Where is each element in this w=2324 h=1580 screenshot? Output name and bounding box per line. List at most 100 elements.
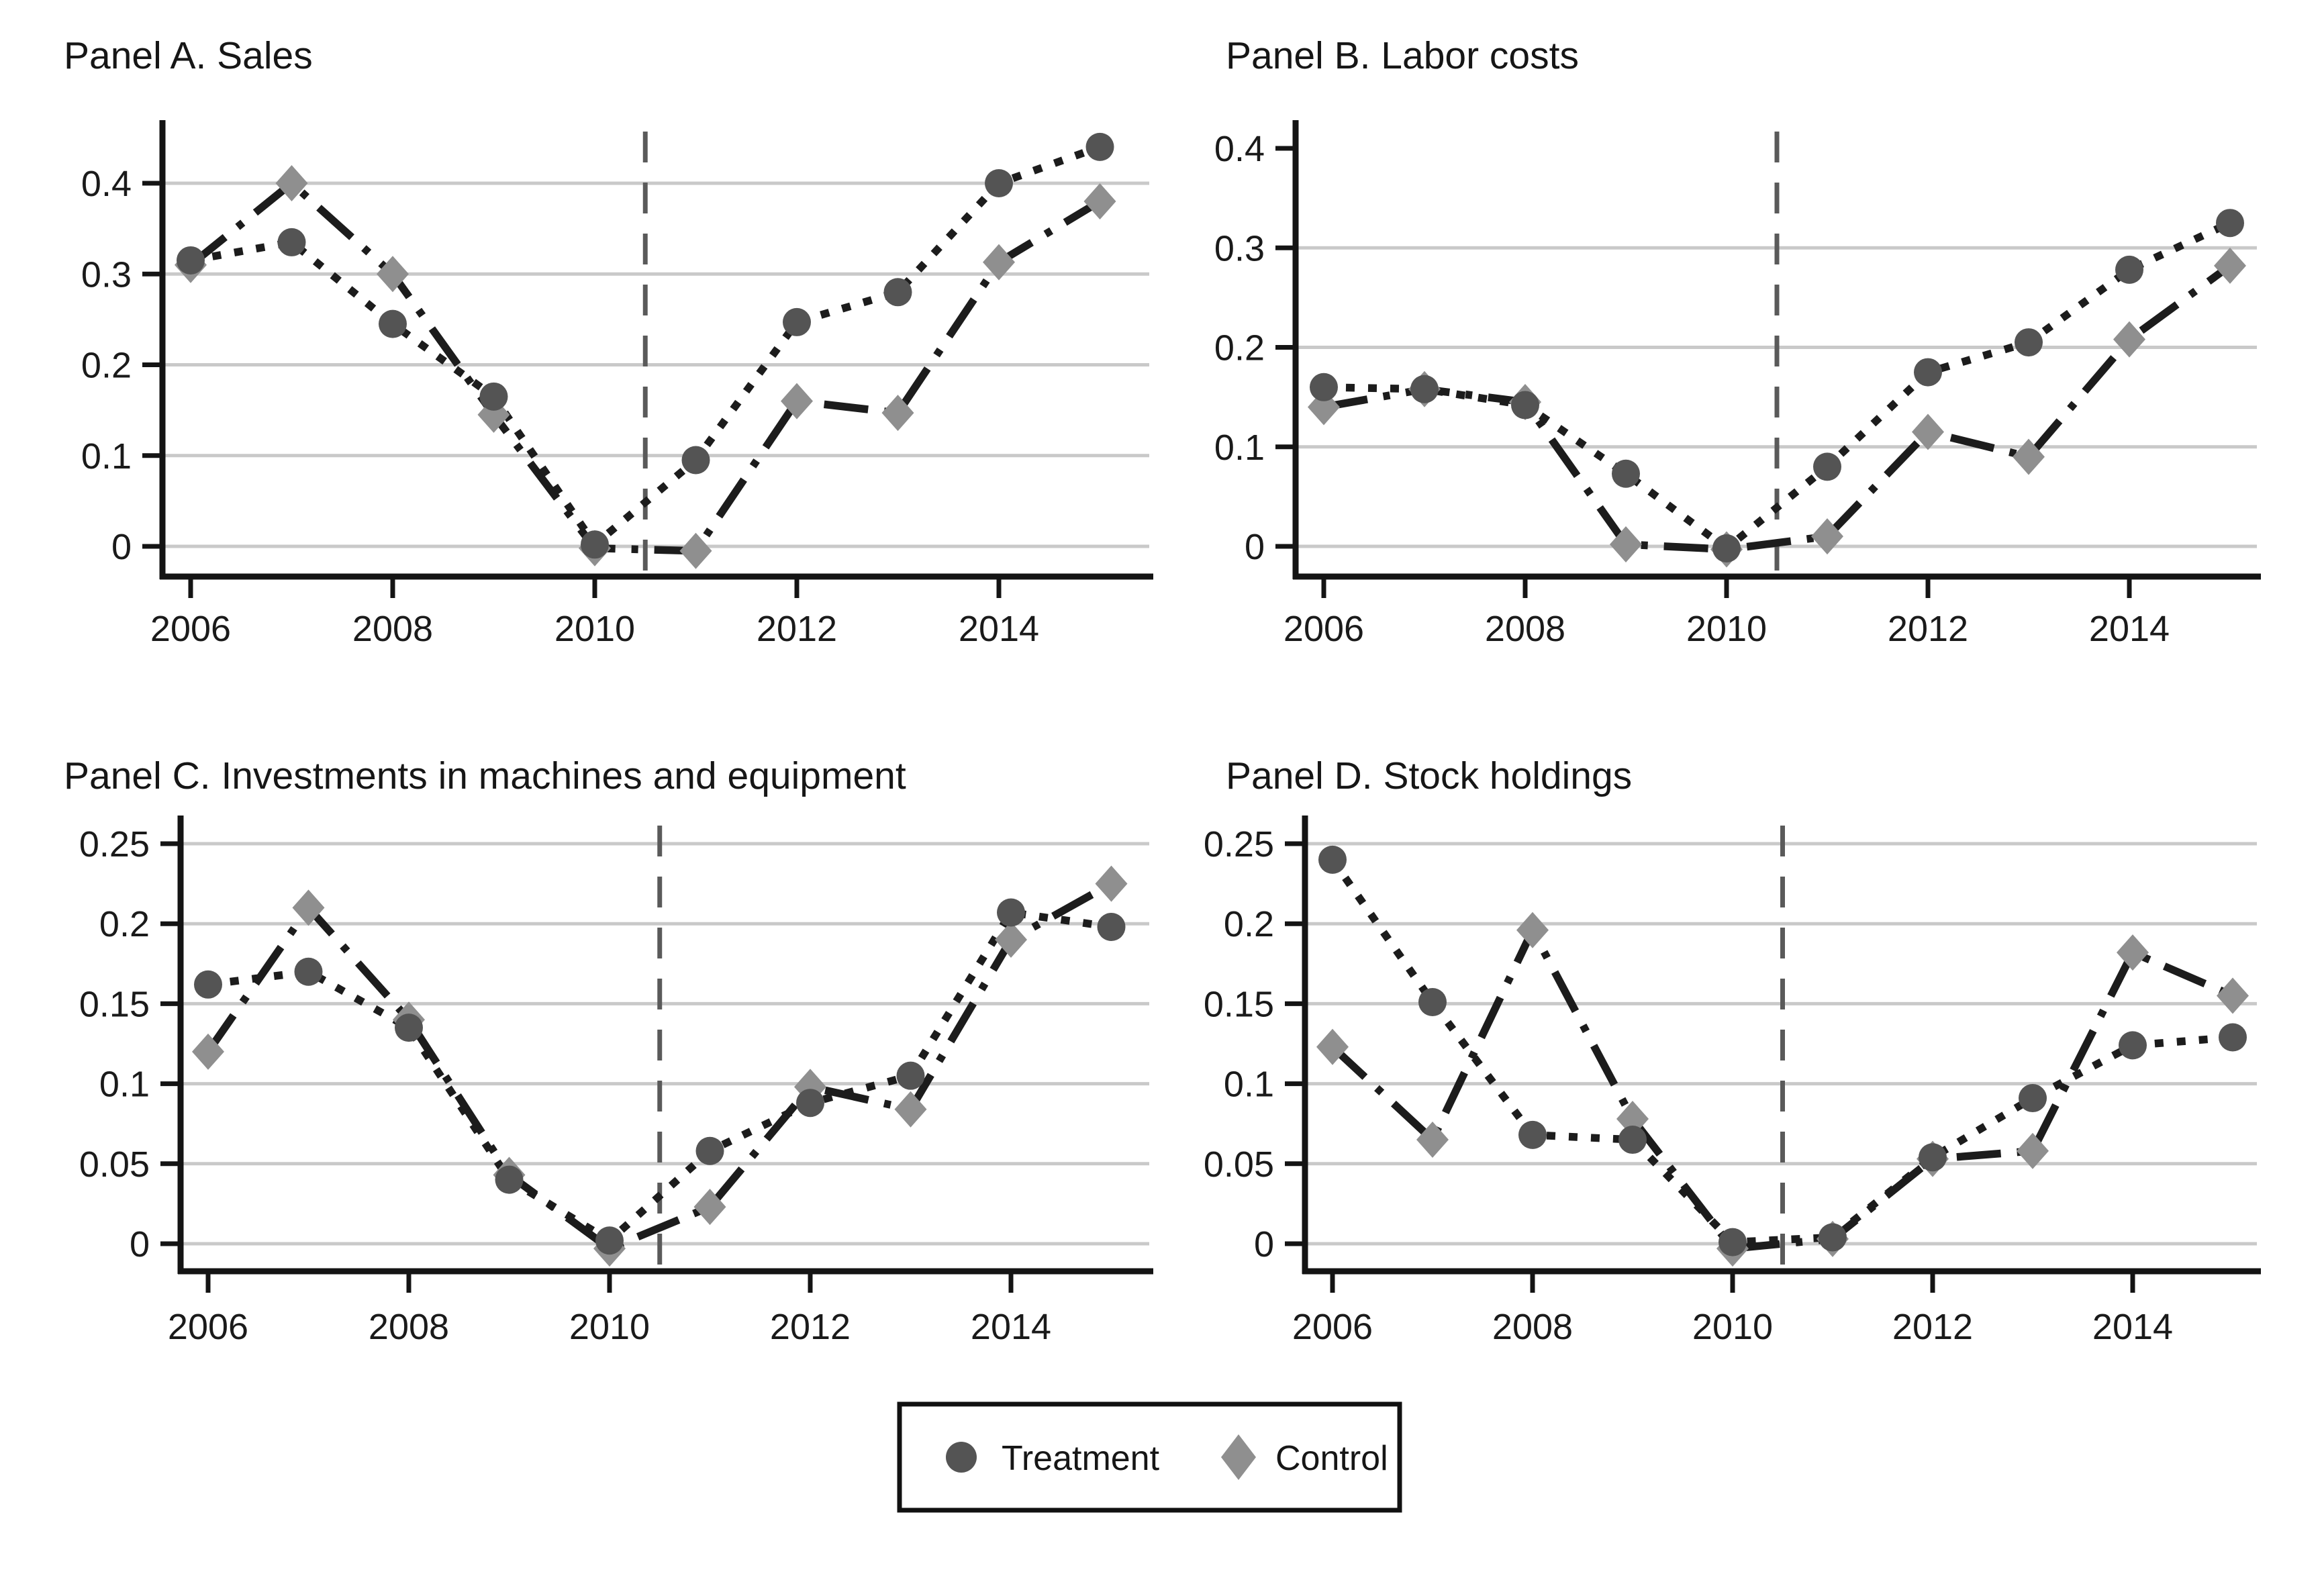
panel-b-title: Panel B. Labor costs	[1226, 34, 1579, 77]
panel-d: Panel D. Stock holdings 00.050.10.150.20…	[1204, 754, 2261, 1347]
y-tick-label: 0.3	[81, 254, 132, 295]
treatment-marker	[1712, 534, 1741, 562]
x-tick-label: 2014	[971, 1307, 1051, 1347]
control-marker	[1610, 526, 1642, 563]
treatment-marker	[1618, 1126, 1647, 1154]
control-marker	[2013, 438, 2045, 475]
treatment-line	[207, 908, 1112, 1246]
y-tick-label: 0.25	[1204, 824, 1274, 865]
y-tick-label: 0	[130, 1224, 150, 1265]
x-tick-label: 2008	[1485, 609, 1565, 649]
treatment-marker	[796, 1089, 824, 1118]
control-marker	[983, 244, 1015, 281]
control-marker	[2017, 1132, 2049, 1169]
treatment-marker	[2019, 1084, 2047, 1113]
control-marker	[781, 383, 813, 419]
control-marker	[1083, 183, 1116, 220]
treatment-marker	[985, 169, 1013, 197]
panel-c: Panel C. Investments in machines and equ…	[64, 754, 1153, 1347]
x-tick-label: 2006	[1284, 609, 1364, 649]
panel-d-title: Panel D. Stock holdings	[1226, 754, 1632, 797]
treatment-line	[189, 143, 1102, 550]
control-marker	[1416, 1122, 1449, 1158]
treatment-legend-label: Treatment	[1002, 1439, 1160, 1478]
treatment-legend-marker-icon	[946, 1442, 977, 1473]
treatment-marker	[681, 446, 710, 475]
treatment-marker	[2015, 328, 2043, 357]
treatment-marker	[1819, 1223, 1847, 1252]
y-tick-label: 0.05	[1204, 1144, 1274, 1185]
control-marker	[2217, 977, 2249, 1014]
x-tick-label: 2012	[770, 1307, 851, 1347]
control-marker	[995, 922, 1027, 958]
control-marker	[1811, 518, 1843, 555]
control-marker	[679, 532, 712, 569]
x-tick-label: 2010	[1686, 609, 1767, 649]
x-tick-label: 2008	[369, 1307, 449, 1347]
x-tick-label: 2010	[554, 609, 635, 649]
treatment-marker	[1418, 988, 1447, 1017]
x-tick-label: 2012	[1888, 609, 1968, 649]
treatment-line	[1323, 219, 2232, 554]
treatment-marker	[1813, 452, 1841, 481]
y-tick-label: 0.2	[1214, 328, 1265, 368]
treatment-marker	[194, 970, 222, 999]
y-tick-label: 0	[111, 527, 132, 567]
control-marker	[275, 165, 308, 201]
control-line	[1322, 262, 2233, 554]
y-tick-label: 0.15	[1204, 984, 1274, 1024]
panel-a-title: Panel A. Sales	[64, 34, 313, 77]
treatment-marker	[294, 957, 323, 986]
panel-c-plot-area: 0 0.05 0.1 0.15 0.2 0.25 2006 2008 2010 2012 2014	[79, 816, 1153, 1347]
x-tick-label: 2008	[1492, 1307, 1573, 1347]
treatment-marker	[1612, 459, 1640, 488]
control-marker	[2117, 934, 2149, 971]
treatment-marker	[1310, 373, 1338, 401]
treatment-marker	[695, 1136, 724, 1165]
treatment-marker	[783, 307, 811, 336]
treatment-marker	[1718, 1228, 1747, 1256]
legend: Treatment Control	[897, 1401, 1402, 1513]
treatment-marker	[581, 530, 609, 559]
control-line	[205, 880, 1114, 1253]
control-marker	[292, 889, 325, 926]
y-tick-label: 0.1	[1224, 1065, 1274, 1105]
treatment-marker	[1318, 845, 1347, 874]
treatment-marker	[1085, 132, 1114, 161]
y-tick-label: 0.4	[81, 164, 132, 204]
control-marker	[881, 395, 914, 432]
panel-b-plot-area: 0 0.1 0.2 0.3 0.4 2006 2008 2010 2012 2014	[1214, 120, 2261, 649]
y-tick-label: 0.1	[1214, 428, 1265, 468]
x-tick-label: 2012	[757, 609, 837, 649]
y-tick-label: 0.05	[79, 1144, 150, 1185]
treatment-marker	[1511, 391, 1539, 419]
x-tick-label: 2014	[2089, 609, 2170, 649]
y-tick-label: 0.4	[1214, 129, 1265, 169]
control-marker	[192, 1033, 224, 1070]
control-marker	[1516, 911, 1549, 948]
control-marker	[377, 256, 409, 293]
treatment-marker	[177, 246, 205, 275]
treatment-marker	[1410, 375, 1439, 403]
treatment-marker	[2216, 209, 2244, 238]
treatment-marker	[2115, 255, 2143, 284]
y-tick-label: 0.15	[79, 984, 150, 1024]
control-marker	[1095, 865, 1128, 902]
y-tick-label: 0	[1254, 1224, 1274, 1265]
panel-d-plot-area: 0 0.05 0.1 0.15 0.2 0.25 2006 2008 2010 2012 2014	[1204, 816, 2261, 1347]
treatment-marker	[495, 1165, 524, 1194]
panel-c-title: Panel C. Investments in machines and equ…	[64, 754, 906, 797]
treatment-marker	[1919, 1143, 1947, 1172]
x-tick-label: 2008	[352, 609, 433, 649]
control-marker	[1616, 1101, 1649, 1138]
control-marker	[2113, 321, 2145, 358]
y-tick-label: 0.2	[99, 904, 150, 944]
panel-b: Panel B. Labor costs 0 0.1 0.2 0.3 0.4 2006 20…	[1214, 34, 2261, 649]
treatment-marker	[379, 309, 407, 338]
x-tick-label: 2006	[168, 1307, 248, 1347]
treatment-marker	[2119, 1031, 2147, 1060]
control-legend-marker-icon	[1221, 1434, 1256, 1480]
control-marker	[693, 1189, 726, 1226]
x-tick-label: 2006	[150, 609, 231, 649]
